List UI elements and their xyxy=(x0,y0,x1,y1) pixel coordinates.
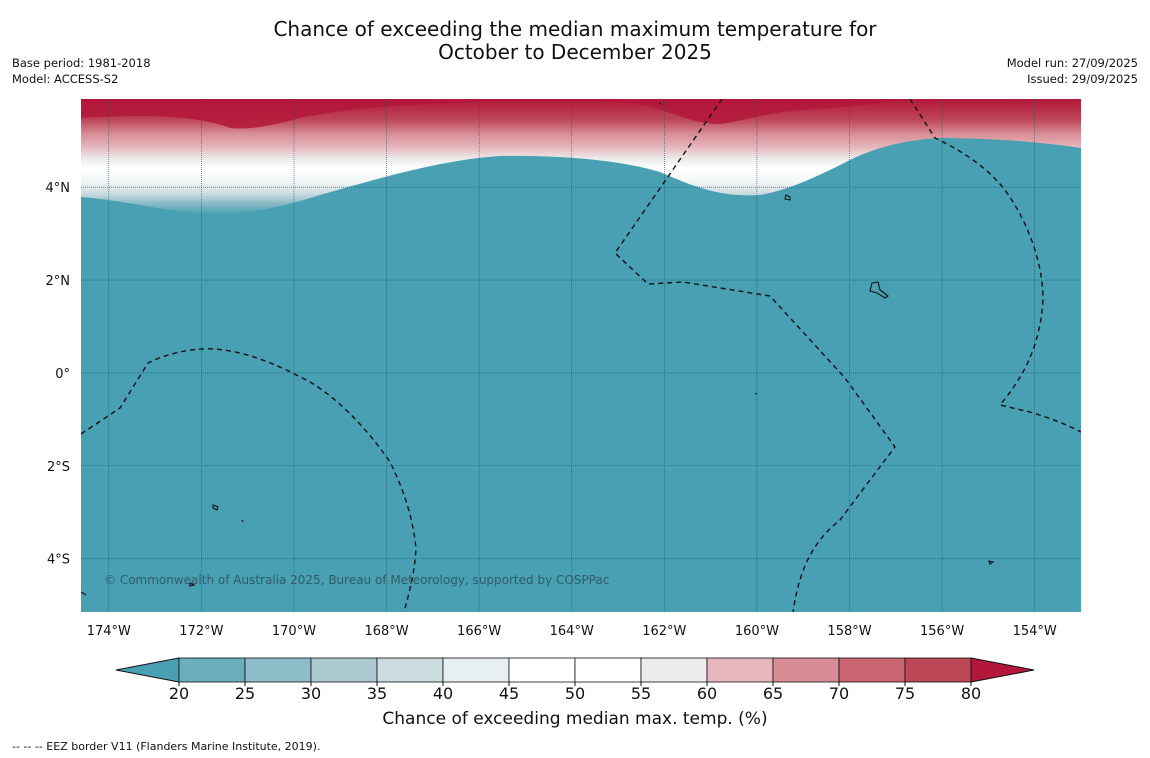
colorbar-label: Chance of exceeding median max. temp. (%… xyxy=(382,709,768,729)
island-tiny-north xyxy=(658,102,662,105)
lat-label: 4°N xyxy=(46,181,71,196)
islands xyxy=(81,102,995,596)
island-tiny-corner xyxy=(81,591,87,596)
colorbar-bin-1 xyxy=(244,657,312,683)
colorbar-bin-5 xyxy=(508,657,576,683)
colorbar-ticks: 20 25 30 35 40 45 50 55 60 65 70 75 80 xyxy=(169,682,981,703)
title-line-2: October to December 2025 xyxy=(438,40,712,64)
colorbar-bin-11 xyxy=(904,657,972,683)
lon-label: 168°W xyxy=(364,624,408,639)
island-jarvis-like xyxy=(784,194,791,201)
colorbar-bin-6 xyxy=(574,657,642,683)
base-period: Base period: 1981-2018 xyxy=(12,56,151,70)
colorbar-bin-10 xyxy=(838,657,906,683)
colorbar-tick-label: 45 xyxy=(499,684,519,703)
copyright-notice: © Commonwealth of Australia 2025, Bureau… xyxy=(104,573,609,587)
colorbar-tick-label: 40 xyxy=(433,684,453,703)
longitude-labels: 174°W 172°W 170°W 168°W 166°W 164°W 162°W 160°W… xyxy=(87,624,1057,639)
colorbar: 20 25 30 35 40 45 50 55 60 65 70 75 80 xyxy=(115,657,1035,703)
colorbar-tick-label: 35 xyxy=(367,684,387,703)
chart-title: Chance of exceeding the median maximum t… xyxy=(0,18,1150,64)
colorbar-bin-7 xyxy=(640,657,708,683)
lat-label: 4°S xyxy=(47,553,70,568)
eez-border-west xyxy=(81,348,417,612)
meta-left: Base period: 1981-2018 Model: ACCESS-S2 xyxy=(12,55,151,87)
colorbar-tick-label: 80 xyxy=(961,684,981,703)
colorbar-tick-label: 70 xyxy=(829,684,849,703)
map-area: © Commonwealth of Australia 2025, Bureau… xyxy=(81,99,1081,612)
meta-right: Model run: 27/09/2025 Issued: 29/09/2025 xyxy=(1007,55,1138,87)
lon-label: 154°W xyxy=(1013,624,1057,639)
lon-label: 174°W xyxy=(87,624,131,639)
island-tiny-center xyxy=(754,392,758,395)
lat-label: 2°N xyxy=(46,274,71,289)
eez-borders xyxy=(81,99,1081,612)
colorbar-bins xyxy=(178,657,972,683)
island-tiny-west xyxy=(241,519,244,523)
hot-core xyxy=(81,99,900,129)
colorbar-bin-9 xyxy=(772,657,840,683)
lon-label: 162°W xyxy=(642,624,686,639)
colorbar-bin-0 xyxy=(178,657,246,683)
island-small-se xyxy=(988,560,995,565)
colorbar-bin-4 xyxy=(442,657,510,683)
lat-label: 2°S xyxy=(47,460,70,475)
lon-label: 172°W xyxy=(179,624,223,639)
colorbar-bin-8 xyxy=(706,657,774,683)
lon-label: 160°W xyxy=(735,624,779,639)
colorbar-bin-2 xyxy=(310,657,378,683)
colorbar-tick-label: 20 xyxy=(169,684,189,703)
model-run: Model run: 27/09/2025 xyxy=(1006,56,1138,70)
colorbar-under-triangle xyxy=(115,657,180,683)
colorbar-tick-label: 25 xyxy=(235,684,255,703)
lon-label: 156°W xyxy=(920,624,964,639)
graticule xyxy=(81,99,1081,612)
lat-label: 0° xyxy=(55,367,70,382)
model-name: Model: ACCESS-S2 xyxy=(12,72,119,86)
colorbar-tick-label: 30 xyxy=(301,684,321,703)
title-line-1: Chance of exceeding the median maximum t… xyxy=(273,17,877,41)
eez-footnote: -- -- -- EEZ border V11 (Flanders Marine… xyxy=(12,740,321,753)
colorbar-tick-label: 75 xyxy=(895,684,915,703)
colorbar-tick-label: 60 xyxy=(697,684,717,703)
lon-label: 166°W xyxy=(457,624,501,639)
lon-label: 170°W xyxy=(272,624,316,639)
island-kiritimati xyxy=(869,281,889,299)
eez-border-east xyxy=(909,99,1081,433)
island-small-west xyxy=(212,504,219,511)
lon-label: 158°W xyxy=(827,624,871,639)
island-small-sw xyxy=(189,582,196,587)
warm-anomaly-band xyxy=(81,99,1081,215)
colorbar-tick-label: 55 xyxy=(631,684,651,703)
colorbar-tick-label: 65 xyxy=(763,684,783,703)
lon-label: 164°W xyxy=(550,624,594,639)
eez-border-central xyxy=(614,99,896,612)
colorbar-over-triangle xyxy=(970,657,1035,683)
issued-date: Issued: 29/09/2025 xyxy=(1027,72,1138,86)
colorbar-tick-label: 50 xyxy=(565,684,585,703)
latitude-labels: 4°N 2°N 0° 2°S 4°S xyxy=(46,181,71,567)
colorbar-bin-3 xyxy=(376,657,444,683)
